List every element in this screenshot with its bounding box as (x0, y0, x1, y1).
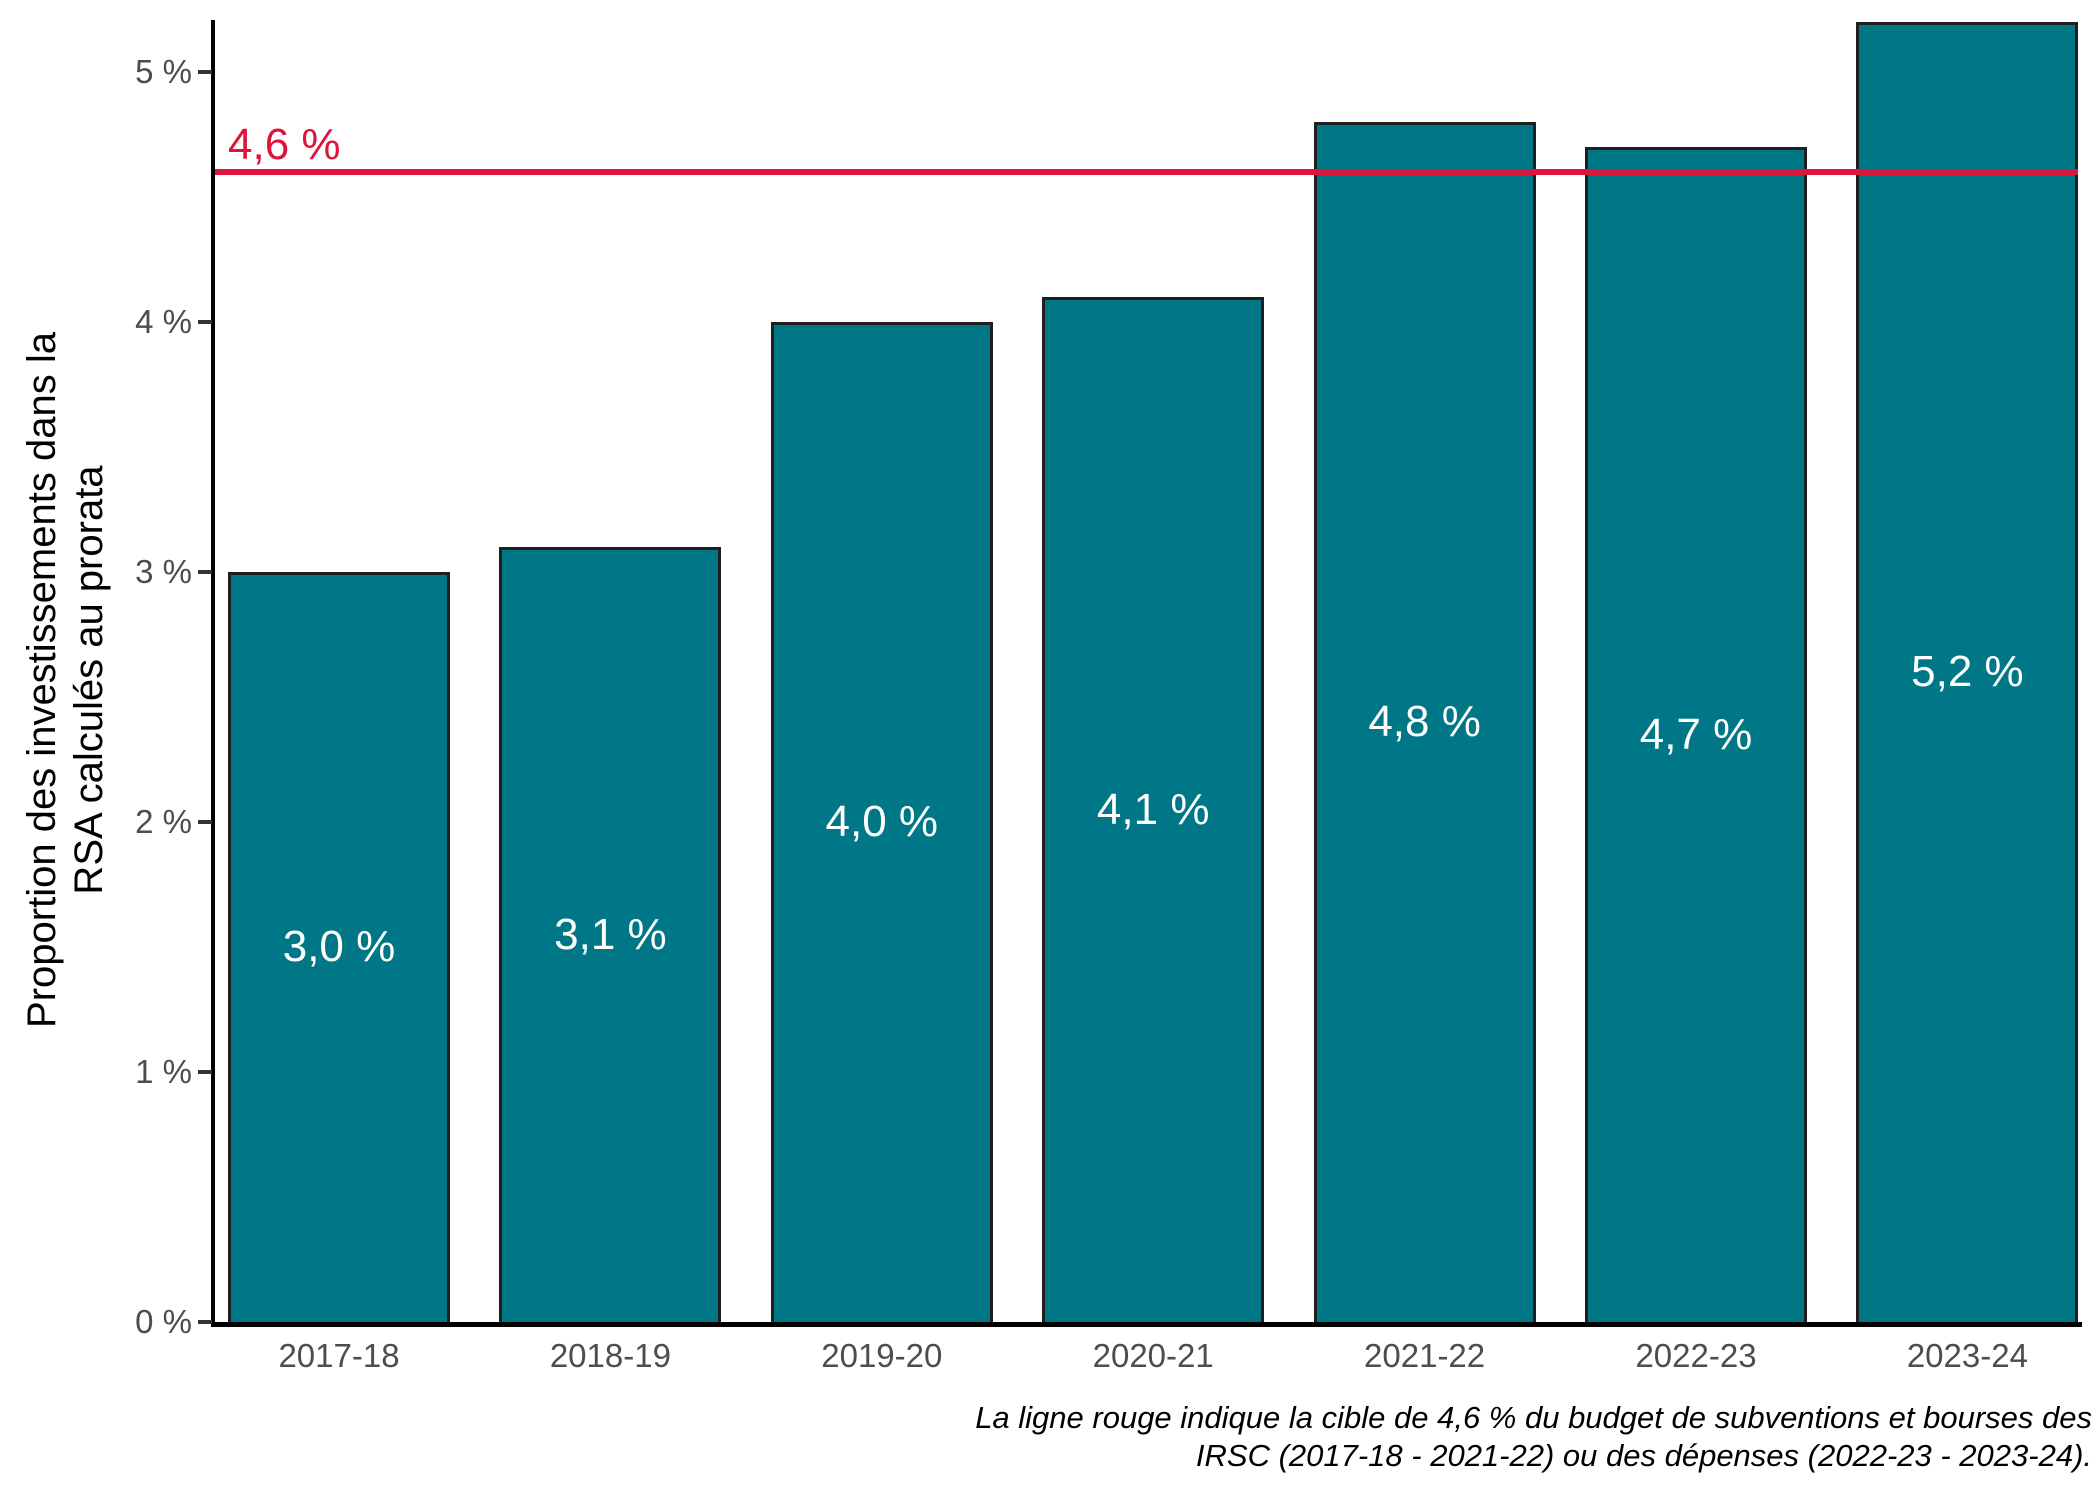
y-tick-mark (198, 1070, 212, 1074)
bar-2023-24: 5,2 % (1856, 22, 2079, 1322)
target-line-label: 4,6 % (228, 120, 341, 169)
x-tick-label-2020-21: 2020-21 (1092, 1337, 1214, 1374)
y-tick-mark (198, 570, 212, 574)
bar-value-label: 4,0 % (825, 797, 939, 846)
y-tick-mark (198, 320, 212, 324)
x-tick-label-2022-23: 2022-23 (1635, 1337, 1757, 1374)
x-tick-label-2023-24: 2023-24 (1906, 1337, 2028, 1374)
bar-2021-22: 4,8 % (1313, 122, 1536, 1322)
bar-2018-19: 3,1 % (499, 547, 722, 1322)
bar-2022-23: 4,7 % (1585, 147, 1807, 1322)
bar-value-label: 4,7 % (1639, 709, 1753, 759)
y-tick-label: 4 % (135, 303, 192, 340)
y-tick-mark (198, 70, 212, 74)
x-tick-label-2017-18: 2017-18 (278, 1337, 400, 1374)
bar-value-label: 5,2 % (1911, 647, 2024, 696)
y-tick-mark (198, 820, 212, 824)
plot-panel: 3,0 % 3,1 % 4,0 % 4,1 % 4,8 % 4,7 % 5,2 % (215, 22, 2082, 1322)
y-axis-line (211, 20, 215, 1326)
bar-value-label: 3,0 % (282, 922, 396, 971)
y-tick-mark (198, 1320, 212, 1324)
bar-value-label: 4,1 % (1096, 784, 1210, 834)
x-tick-label-2018-19: 2018-19 (549, 1337, 671, 1374)
y-tick-label: 2 % (135, 803, 192, 840)
bar-2020-21: 4,1 % (1042, 297, 1265, 1322)
x-axis-line (211, 1322, 2082, 1327)
bar-2019-20: 4,0 % (770, 322, 993, 1322)
y-tick-label: 0 % (135, 1303, 192, 1340)
y-tick-label: 3 % (135, 553, 192, 590)
y-axis-title-line-1: Proportion des investissements dans la (20, 332, 64, 1028)
bar-value-label: 3,1 % (554, 909, 667, 959)
target-reference-line (215, 169, 2078, 175)
y-tick-label: 1 % (135, 1053, 192, 1090)
caption-line-1: La ligne rouge indique la cible de 4,6 %… (975, 1400, 2092, 1435)
y-tick-label: 5 % (135, 53, 192, 90)
x-tick-label-2021-22: 2021-22 (1364, 1337, 1486, 1374)
caption-line-2: IRSC (2017-18 - 2021-22) ou des dépenses… (1195, 1438, 2092, 1473)
bar-value-label: 4,8 % (1368, 697, 1481, 746)
y-axis-title-line-2: RSA calculés au prorata (67, 465, 111, 895)
x-tick-label-2019-20: 2019-20 (821, 1337, 943, 1374)
bar-2017-18: 3,0 % (228, 572, 450, 1322)
y-axis-title: Proportion des investissements dans la R… (19, 332, 113, 1028)
